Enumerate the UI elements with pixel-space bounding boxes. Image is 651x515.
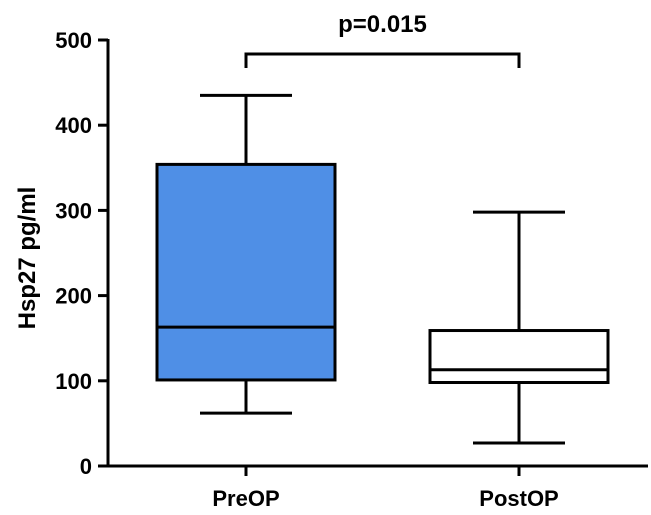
box-preop (155, 93, 337, 415)
y-tick-label: 0 (80, 454, 92, 479)
boxes (155, 93, 610, 445)
y-tick-label: 500 (55, 28, 92, 53)
significance-annotation: p=0.015 (244, 11, 521, 68)
significance-bracket (244, 52, 521, 68)
y-tick-label: 100 (55, 369, 92, 394)
x-tick-label: PreOP (212, 486, 279, 511)
y-tick-label: 300 (55, 198, 92, 223)
axes: 0 100 200 300 400 500 PreOP PostOP (55, 28, 648, 511)
y-tick-label: 400 (55, 113, 92, 138)
x-tick-label: PostOP (479, 486, 558, 511)
box-postop (428, 210, 610, 445)
y-axis-label: Hsp27 pg/ml (14, 187, 41, 330)
y-tick-label: 200 (55, 284, 92, 309)
box-iqr (155, 162, 337, 382)
box-iqr (428, 329, 610, 385)
p-value-label: p=0.015 (338, 11, 427, 38)
